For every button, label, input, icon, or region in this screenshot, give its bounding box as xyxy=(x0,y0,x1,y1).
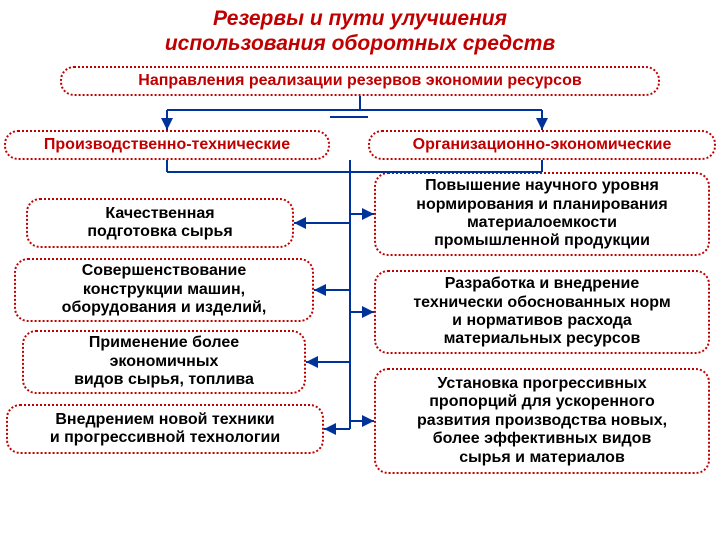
left-item-1: Совершенствование конструкции машин, обо… xyxy=(14,258,314,322)
title-line1: Резервы и пути улучшения xyxy=(40,6,680,31)
right-item-2: Установка прогрессивных пропорций для ус… xyxy=(374,368,710,474)
left-item-3: Внедрением новой техники и прогрессивной… xyxy=(6,404,324,454)
right-item-0: Повышение научного уровня нормирования и… xyxy=(374,172,710,256)
left-item-0: Качественная подготовка сырья xyxy=(26,198,294,248)
category-right: Организационно-экономические xyxy=(368,130,716,160)
title-line2: использования оборотных средств xyxy=(40,31,680,56)
right-item-1: Разработка и внедрение технически обосно… xyxy=(374,270,710,354)
category-left: Производственно-технические xyxy=(4,130,330,160)
directions-box: Направления реализации резервов экономии… xyxy=(60,66,660,96)
title: Резервы и пути улучшения использования о… xyxy=(0,0,720,60)
left-item-2: Применение более экономичных видов сырья… xyxy=(22,330,306,394)
